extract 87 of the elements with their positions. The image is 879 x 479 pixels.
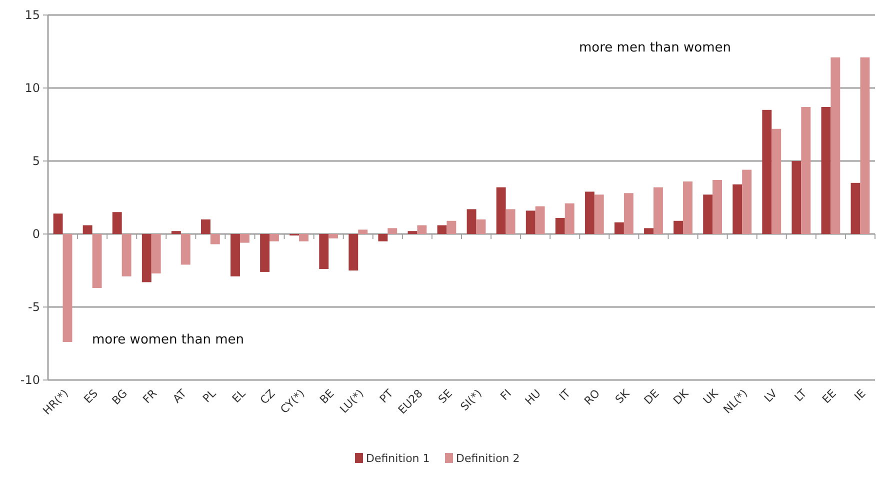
x-tick-label: BE [317, 386, 337, 406]
bar [417, 225, 427, 234]
bar [624, 193, 634, 234]
bar [742, 170, 752, 234]
bar [594, 194, 604, 234]
x-tick-label: FI [498, 386, 514, 403]
x-tick-label: LV [762, 386, 780, 405]
bar [270, 234, 279, 242]
bar [319, 234, 329, 270]
x-tick-label: SE [436, 386, 455, 406]
bar [230, 234, 240, 276]
bar [171, 231, 181, 234]
y-tick-label: -10 [20, 373, 40, 388]
bar [122, 234, 132, 276]
x-tick-label: RO [582, 386, 603, 408]
bar [328, 234, 338, 238]
legend-label: Definition 2 [456, 452, 520, 465]
x-tick-label: IT [556, 386, 574, 404]
x-tick-label: PT [377, 386, 396, 406]
annotation: more women than men [92, 332, 244, 348]
bar [112, 212, 122, 234]
x-tick-label: DE [642, 386, 662, 408]
y-tick-label: 0 [32, 227, 40, 242]
bar [151, 234, 161, 274]
bar [526, 210, 536, 234]
bar [408, 231, 418, 234]
bar [299, 234, 309, 242]
bar [446, 220, 456, 234]
bar [142, 234, 152, 282]
bar [358, 230, 368, 234]
bar [437, 225, 447, 234]
bar [674, 220, 684, 234]
x-tick-label: HU [522, 386, 544, 408]
annotation: more men than women [579, 40, 732, 56]
bar [535, 206, 545, 234]
bar [801, 106, 811, 234]
x-tick-label: ES [81, 386, 100, 406]
bar [762, 110, 772, 234]
x-tick-label: EL [230, 386, 249, 406]
legend-label: Definition 1 [366, 452, 430, 465]
bar [378, 234, 388, 242]
y-tick-label: 5 [32, 154, 40, 168]
bar [348, 234, 358, 270]
bar [53, 214, 63, 234]
bar [644, 228, 654, 234]
bar [180, 234, 190, 265]
y-tick-label: 10 [24, 81, 40, 96]
bar [555, 218, 565, 234]
x-tick-label: LT [792, 386, 810, 404]
bar [614, 222, 624, 234]
x-tick-label: DK [670, 386, 692, 408]
bar [240, 234, 250, 243]
bar [260, 234, 270, 272]
bar [772, 128, 782, 234]
x-tick-label: IE [852, 386, 868, 404]
bar [388, 228, 398, 234]
x-tick-label: AT [170, 386, 190, 406]
bar [210, 234, 220, 244]
y-tick-label: -5 [28, 300, 40, 314]
bar [712, 180, 722, 234]
bar [506, 209, 516, 234]
bar [200, 219, 210, 234]
x-tick-label: UK [700, 386, 722, 407]
bar [466, 209, 476, 234]
x-tick-label: BG [110, 386, 130, 408]
y-tick-label: 15 [24, 8, 40, 22]
bar [830, 57, 840, 234]
bar [860, 57, 870, 234]
bar [476, 219, 486, 234]
x-tick-label: CZ [258, 386, 278, 407]
bar [584, 192, 594, 234]
x-tick-label: SK [612, 386, 633, 406]
bar [62, 234, 72, 342]
x-tick-label: PL [200, 386, 220, 406]
x-tick-label: EE [820, 386, 839, 406]
bar [732, 184, 742, 234]
bar [564, 203, 574, 234]
bar [92, 234, 102, 288]
x-tick-label: FR [140, 386, 160, 406]
bar [683, 181, 692, 234]
bar [653, 187, 663, 234]
bar [496, 187, 506, 234]
bar [82, 225, 92, 234]
bar [850, 182, 860, 234]
bar [703, 194, 713, 234]
bar [821, 106, 831, 234]
bar [792, 161, 802, 234]
